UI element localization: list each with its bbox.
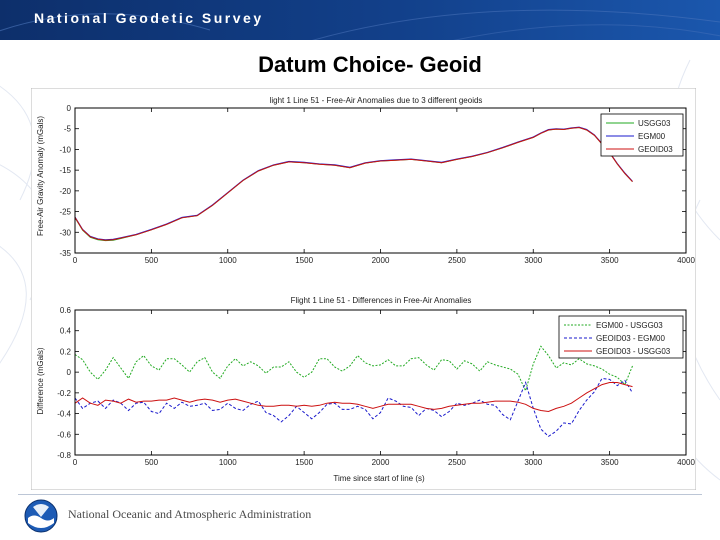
legend-entry: USGG03 — [638, 119, 671, 128]
chart-title: light 1 Line 51 - Free-Air Anomalies due… — [270, 96, 483, 105]
legend-entry: GEOID03 — [638, 145, 673, 154]
plot-frame — [74, 107, 687, 254]
figure-frame — [31, 88, 696, 490]
y-tick-label: 0.2 — [60, 347, 72, 356]
header-title: National Geodetic Survey — [34, 10, 264, 26]
x-tick-label: 4000 — [677, 458, 695, 467]
matlab-figure: light 1 Line 51 - Free-Air Anomalies due… — [31, 88, 696, 490]
x-tick-label: 3500 — [601, 256, 619, 265]
legend: EGM00 - USGG03 GEOID03 - EGM00 GEOID03 -… — [558, 315, 684, 359]
y-tick-label: 0.4 — [60, 327, 72, 336]
x-tick-label: 500 — [145, 256, 159, 265]
y-axis-label: Difference (mGals) — [36, 347, 45, 414]
x-tick-label: 3500 — [601, 458, 619, 467]
x-tick-label: 2000 — [372, 256, 390, 265]
x-tick-label: 4000 — [677, 256, 695, 265]
slide-title: Datum Choice- Geoid — [258, 52, 482, 77]
series-line — [74, 382, 633, 413]
y-tick-label: -0.6 — [57, 430, 71, 439]
series-line — [74, 345, 633, 393]
legend-entry: GEOID03 - USGG03 — [596, 347, 671, 356]
y-tick-label: -0.8 — [57, 451, 71, 460]
x-tick-label: 2500 — [448, 256, 466, 265]
x-tick-label: 3000 — [524, 458, 542, 467]
x-tick-label: 2500 — [448, 458, 466, 467]
header-swirl-decoration — [0, 9, 720, 40]
legend-entry: GEOID03 - EGM00 — [596, 334, 665, 343]
y-tick-label: -25 — [59, 208, 71, 217]
x-tick-label: 1000 — [219, 256, 237, 265]
x-tick-label: 0 — [73, 256, 78, 265]
y-tick-label: -0.2 — [57, 389, 71, 398]
chart-title: Flight 1 Line 51 - Differences in Free-A… — [291, 296, 472, 305]
x-tick-label: 2000 — [372, 458, 390, 467]
x-axis-label: Time since start of line (s) — [333, 474, 425, 483]
x-tick-label: 1500 — [295, 458, 313, 467]
series-line — [74, 126, 633, 241]
noaa-logo-icon — [24, 499, 58, 533]
y-tick-label: -0.4 — [57, 410, 71, 419]
y-tick-label: -10 — [59, 145, 71, 154]
legend-entry: EGM00 — [638, 132, 666, 141]
y-tick-label: -30 — [59, 228, 71, 237]
plot-frame — [74, 309, 687, 456]
y-axis-label: Free-Air Gravity Anomaly (mGals) — [36, 116, 45, 236]
y-tick-label: -5 — [64, 125, 72, 134]
y-tick-label: -15 — [59, 166, 71, 175]
y-tick-label: -35 — [59, 249, 71, 258]
x-tick-label: 0 — [73, 458, 78, 467]
y-tick-label: 0.6 — [60, 306, 72, 315]
x-tick-label: 1000 — [219, 458, 237, 467]
x-tick-label: 500 — [145, 458, 159, 467]
x-tick-label: 3000 — [524, 256, 542, 265]
footer-divider — [18, 494, 702, 495]
series-line — [74, 377, 633, 438]
footer-agency-name: National Oceanic and Atmospheric Adminis… — [68, 507, 312, 521]
legend: USGG03 EGM00 GEOID03 — [600, 113, 684, 157]
y-tick-label: -20 — [59, 187, 71, 196]
y-tick-label: 0 — [67, 104, 72, 113]
header-band: National Geodetic Survey — [0, 0, 720, 40]
y-tick-label: 0 — [67, 368, 72, 377]
top-chart: light 1 Line 51 - Free-Air Anomalies due… — [36, 96, 695, 265]
x-tick-label: 1500 — [295, 256, 313, 265]
bottom-chart: Flight 1 Line 51 - Differences in Free-A… — [36, 296, 695, 483]
legend-entry: EGM00 - USGG03 — [596, 321, 663, 330]
